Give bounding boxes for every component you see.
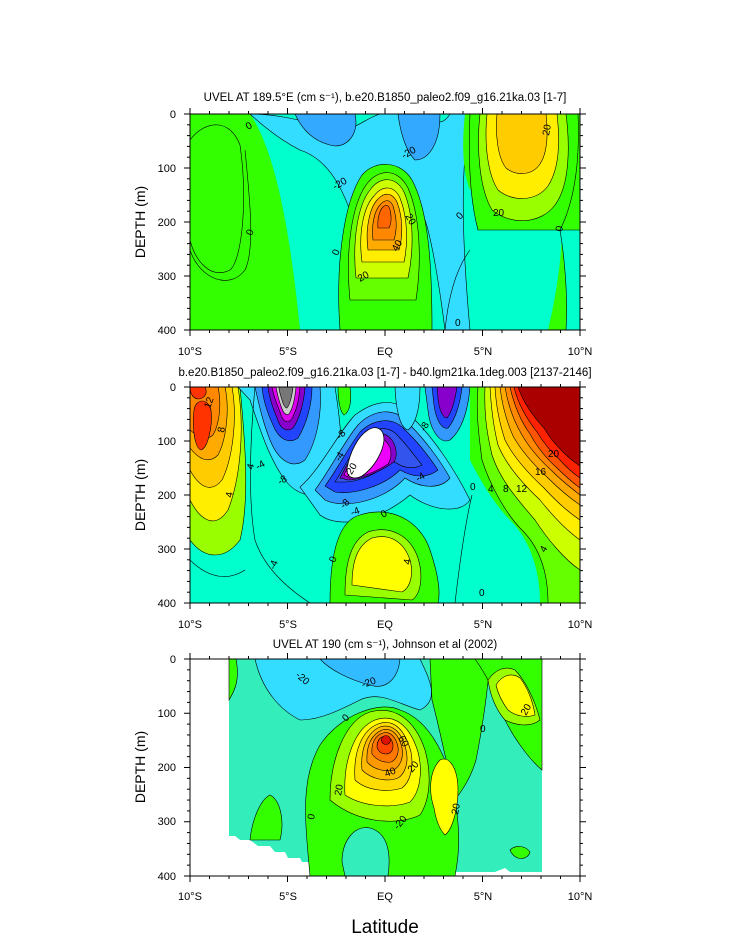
panel-3-y-tick: 0 [170, 654, 176, 666]
panel-3-contour-label: 60 [395, 734, 410, 750]
panel-1-y-tick: 300 [158, 271, 176, 283]
panel-2-contour-label: 12 [202, 395, 216, 410]
panel-3-x-tick: 5°N [474, 891, 493, 903]
panel-3-x-tick: 5°S [279, 891, 297, 903]
panel-1-contour-label: 0 [455, 318, 461, 329]
panel-2-contour-label: -4 [349, 505, 362, 519]
panel-2-x-tick: EQ [377, 619, 393, 631]
panel-2-y-tick: 0 [170, 382, 176, 394]
panel-1-contour-label: 0 [244, 120, 255, 133]
panel-1-y-tick: 100 [158, 163, 176, 175]
panel-1-x-tick: 10°S [178, 346, 202, 358]
panel-3-y-ticks: 0 100 200 300 400 [158, 654, 176, 883]
panel-1-y-ticks: 0 100 200 300 400 [158, 109, 176, 337]
panel-1-contour-label: 20 [493, 208, 505, 219]
panel-1-contour-label: 20 [402, 212, 417, 228]
panel-2-contour-labels: 12 8 4 4 -4 -8 -8 -8 -4 -4 -20 -8 -4 0 -… [202, 395, 559, 599]
panel-2-contour-label: 8 [503, 484, 509, 495]
panel-1-x-ticks: 10°S 5°S EQ 5°N 10°N [178, 346, 592, 358]
panel-3-y-tick: 400 [158, 871, 176, 883]
panel-2-contour-label: 4 [538, 544, 551, 555]
panel-1-x-tick: 5°S [279, 346, 297, 358]
panel-3-ylabel: DEPTH (m) [132, 731, 148, 803]
panel-2-contour-label: 12 [516, 484, 528, 495]
panel-2-contour-label: 0 [470, 482, 476, 493]
panel-2-contour-label: 16 [535, 467, 547, 478]
panel-1-y-tick: 200 [158, 217, 176, 229]
panel-3: UVEL AT 190 (cm s⁻¹), Johnson et al (200… [132, 639, 592, 903]
panel-2-x-tick: 5°S [279, 619, 297, 631]
figure-xlabel: Latitude [351, 917, 419, 938]
panel-1-contour-label: 0 [244, 228, 256, 237]
panel-1-x-tick: EQ [377, 346, 393, 358]
panel-2-x-tick: 10°S [178, 619, 202, 631]
panel-2-y-tick: 100 [158, 436, 176, 448]
panel-2-contour-label: 0 [327, 555, 339, 564]
panel-2-contour-label: 8 [216, 426, 228, 434]
panel-2-contour-label: 0 [479, 588, 485, 599]
panel-2-x-ticks: 10°S 5°S EQ 5°N 10°N [178, 619, 592, 631]
panel-1-contour-field [190, 114, 580, 330]
panel-2-y-tick: 300 [158, 544, 176, 556]
panel-1-x-tick: 10°N [568, 346, 593, 358]
panel-2-title: b.e20.B1850_paleo2.f09_g16.21ka.03 [1-7]… [178, 367, 591, 379]
panel-3-contour-label: 0 [480, 724, 486, 735]
panel-3-x-tick: 10°S [178, 891, 202, 903]
panel-1-y-tick: 400 [158, 325, 176, 337]
panel-1-contour-label: 20 [356, 269, 372, 284]
panel-3-x-tick: EQ [377, 891, 393, 903]
panel-1-contour-label: 0 [330, 248, 342, 257]
panel-3-contour-label: 20 [450, 802, 463, 815]
panel-3-x-tick: 10°N [568, 891, 593, 903]
panel-2-contour-label: -4 [267, 558, 281, 571]
panel-3-title: UVEL AT 190 (cm s⁻¹), Johnson et al (200… [273, 639, 498, 651]
panel-2-contour-field [190, 387, 580, 603]
panel-2: b.e20.B1850_paleo2.f09_g16.21ka.03 [1-7]… [132, 367, 592, 631]
panel-1-x-tick: 5°N [474, 346, 493, 358]
panel-2-contour-label: 4 [245, 462, 257, 471]
panel-2-x-tick: 5°N [474, 619, 493, 631]
panel-3-contour-label: 20 [519, 702, 534, 718]
panel-3-contour-label: 20 [333, 783, 346, 796]
tick-marks [184, 108, 586, 882]
panel-2-contour-label: 4 [488, 484, 494, 495]
panel-2-y-tick: 400 [158, 598, 176, 610]
panel-2-contour-label: 0 [379, 508, 390, 521]
panel-1-contour-label: 20 [541, 123, 554, 136]
panel-1-contour-label: 0 [554, 225, 566, 233]
panel-2-ylabel: DEPTH (m) [132, 459, 148, 531]
panel-3-y-tick: 100 [158, 708, 176, 720]
panel-3-y-tick: 200 [158, 762, 176, 774]
panel-3-contour-label: -20 [360, 675, 378, 690]
panel-1-contour-label: 40 [390, 238, 405, 254]
panel-3-x-ticks: 10°S 5°S EQ 5°N 10°N [178, 891, 592, 903]
panel-2-contour-label: 4 [224, 491, 236, 499]
panel-3-y-tick: 300 [158, 816, 176, 828]
panel-1-contour-labels: 0 -20 -20 20 40 20 0 0 0 20 20 0 0 [244, 120, 566, 329]
panel-3-contour-label: 0 [306, 813, 318, 821]
panel-2-y-tick: 200 [158, 490, 176, 502]
panel-2-x-tick: 10°N [568, 619, 593, 631]
panel-1: UVEL AT 189.5°E (cm s⁻¹), b.e20.B1850_pa… [132, 92, 592, 358]
panel-3-contour-field [228, 659, 543, 876]
panel-2-contour-label: 20 [548, 449, 560, 460]
panel-1-ylabel: DEPTH (m) [132, 186, 148, 258]
panel-2-y-ticks: 0 100 200 300 400 [158, 382, 176, 610]
panel-1-title: UVEL AT 189.5°E (cm s⁻¹), b.e20.B1850_pa… [204, 92, 567, 104]
panel-2-contour-label: 4 [402, 558, 414, 566]
panel-1-y-tick: 0 [170, 109, 176, 121]
panel-3-contour-label: 40 [383, 766, 398, 780]
